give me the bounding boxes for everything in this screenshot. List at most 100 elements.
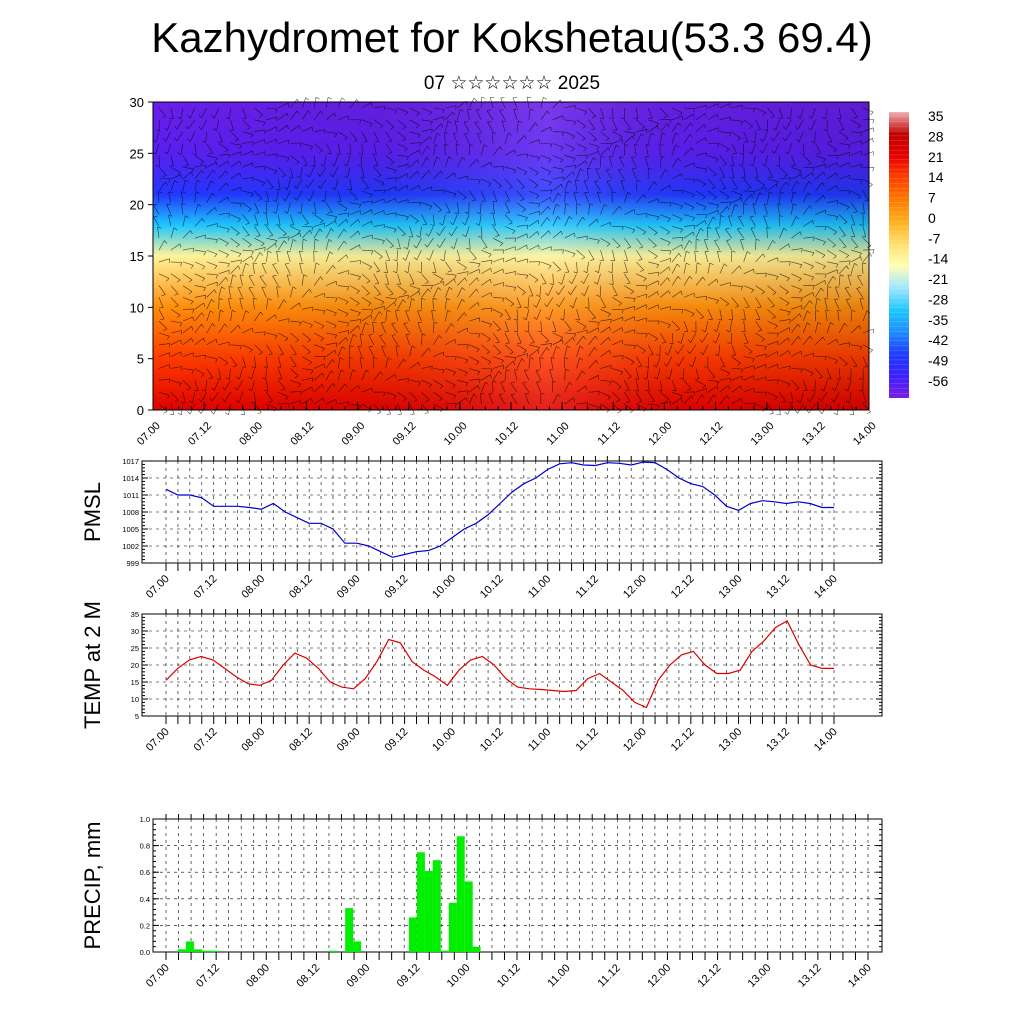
wind-barb-flag xyxy=(297,230,301,235)
wind-barb-flag xyxy=(359,319,362,324)
wind-barb-flag xyxy=(306,351,311,355)
wind-barb xyxy=(242,327,253,334)
wind-barb xyxy=(743,387,755,393)
wind-barb xyxy=(182,180,186,191)
wind-barb xyxy=(278,167,286,176)
wind-barb-flag xyxy=(624,144,629,147)
wind-barb-flag xyxy=(184,164,189,166)
y-tick-label: 1017 xyxy=(122,457,139,466)
wind-barb xyxy=(683,320,689,332)
wind-barb-flag xyxy=(480,392,485,395)
wind-barb-flag xyxy=(320,338,324,342)
wind-barb-flag xyxy=(508,132,512,136)
wind-barb xyxy=(636,238,644,248)
wind-barb xyxy=(194,302,204,310)
wind-barb xyxy=(576,131,586,139)
wind-barb-flag xyxy=(817,322,822,325)
wind-barb xyxy=(286,251,291,262)
wind-barb-flag xyxy=(235,400,240,403)
wind-barb xyxy=(218,131,223,143)
wind-barb xyxy=(827,269,838,275)
wind-barb xyxy=(348,357,351,369)
wind-barb xyxy=(718,344,721,356)
wind-barb-flag xyxy=(164,151,168,155)
wind-barb xyxy=(266,166,277,172)
wind-barb-flag xyxy=(478,179,481,184)
wind-barb-flag xyxy=(153,215,158,218)
wind-barb-flag xyxy=(616,245,621,249)
wind-barb xyxy=(261,287,267,298)
wind-barb xyxy=(194,218,203,227)
wind-barb-flag xyxy=(525,275,529,280)
wind-barb xyxy=(492,356,504,361)
wind-barb xyxy=(237,380,243,391)
wind-barb xyxy=(194,170,202,180)
wind-barb xyxy=(397,214,409,217)
x-tick-label: 12.00 xyxy=(646,420,674,448)
wind-barb xyxy=(182,285,193,292)
wind-barb xyxy=(648,249,658,257)
wind-barb xyxy=(254,237,265,244)
wind-barb xyxy=(313,363,325,369)
wind-barb-flag xyxy=(663,115,668,118)
wind-barb-flag xyxy=(276,286,281,288)
wind-barb xyxy=(337,131,348,138)
wind-barb xyxy=(576,385,586,393)
wind-barb xyxy=(397,155,409,157)
wind-barb-flag xyxy=(621,327,623,332)
wind-barb xyxy=(513,109,518,120)
wind-barb-flag xyxy=(322,310,326,315)
wind-barb xyxy=(576,143,587,149)
wind-barb xyxy=(301,214,309,224)
wind-barb xyxy=(716,321,721,332)
wind-barb-flag xyxy=(525,217,528,221)
wind-barb-flag xyxy=(469,144,474,146)
wind-barb-flag xyxy=(857,196,861,200)
wind-barb xyxy=(683,368,685,380)
wind-barb-flag xyxy=(667,277,670,282)
wind-barb xyxy=(731,344,736,356)
wind-barb-flag xyxy=(761,163,766,167)
wind-barb xyxy=(190,107,196,119)
wind-barb-flag xyxy=(490,212,495,214)
wind-barb-flag xyxy=(333,325,337,329)
wind-barb xyxy=(373,155,378,166)
wind-barb xyxy=(349,260,361,263)
x-tick-label: 08.00 xyxy=(244,962,272,990)
wind-barb-flag xyxy=(267,298,272,301)
wind-barb-flag xyxy=(844,323,848,327)
wind-barb-flag xyxy=(168,215,173,217)
wind-barb xyxy=(743,321,746,333)
wind-barb-flag xyxy=(816,152,821,155)
x-tick-label: 12.12 xyxy=(695,962,723,990)
wind-barb xyxy=(373,305,385,310)
wind-barb-flag xyxy=(349,345,354,348)
wind-barb xyxy=(325,370,332,381)
wind-barb-flag xyxy=(800,369,803,374)
wind-barb-flag xyxy=(211,192,215,197)
wind-barb-flag xyxy=(860,256,862,261)
wind-barb xyxy=(660,401,671,405)
wind-barb-flag xyxy=(444,132,449,134)
wind-barb-flag xyxy=(533,316,538,320)
wind-barb xyxy=(516,273,528,276)
wind-barb-flag xyxy=(180,339,182,345)
wind-barb-flag xyxy=(545,317,550,320)
wind-barb-flag xyxy=(616,144,620,148)
wind-barb-flag xyxy=(201,312,205,317)
wind-barb xyxy=(849,392,852,404)
wind-barb xyxy=(325,239,330,251)
x-tick-label: 12.12 xyxy=(669,726,697,754)
wind-barb xyxy=(170,155,174,167)
wind-barb xyxy=(313,293,325,298)
wind-barb xyxy=(290,356,297,367)
wind-barb xyxy=(564,203,566,215)
wind-barb xyxy=(457,356,468,361)
wind-barb xyxy=(290,380,301,385)
wind-barb-flag xyxy=(732,153,737,155)
wind-barb xyxy=(302,320,313,326)
wind-barb xyxy=(337,190,342,202)
wind-barb xyxy=(325,383,334,393)
wind-barb xyxy=(361,131,368,142)
wind-barb-flag xyxy=(691,313,695,317)
